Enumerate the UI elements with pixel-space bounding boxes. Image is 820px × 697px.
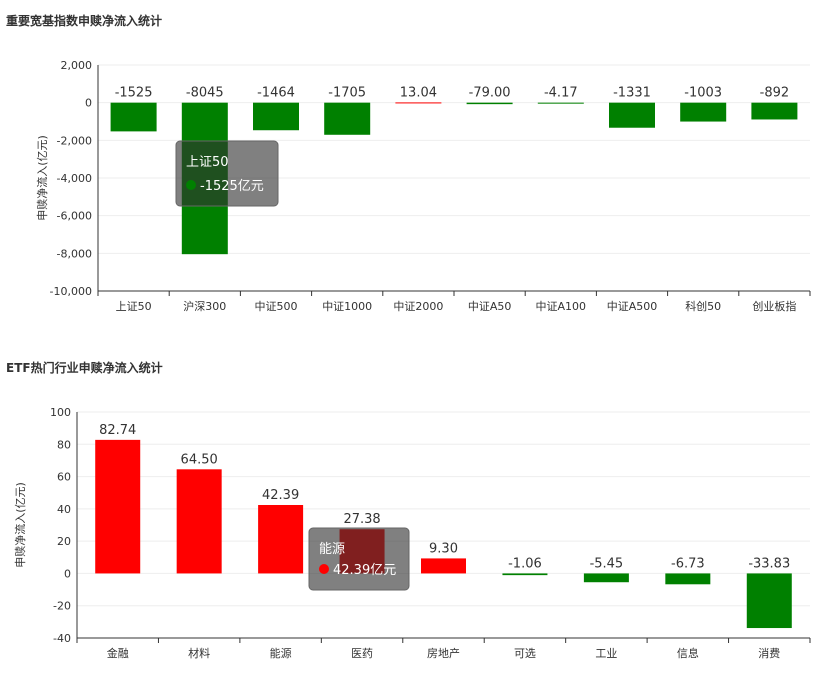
y-tick-label: -2,000 [57, 134, 92, 147]
data-label: -1003 [684, 86, 722, 101]
category-label: 金融 [107, 646, 129, 660]
tooltip-category: 能源 [319, 542, 345, 557]
y-tick-label: 60 [57, 471, 71, 484]
category-label: 中证1000 [322, 300, 372, 313]
y-tick-label: -8,000 [57, 247, 92, 260]
bar [421, 558, 466, 574]
data-label: -79.00 [469, 86, 511, 101]
bar [609, 102, 655, 128]
category-label: 科创50 [685, 299, 721, 313]
category-label: 中证A50 [468, 300, 512, 313]
data-label: -5.45 [590, 556, 624, 571]
tooltip-value: 42.39亿元 [333, 563, 396, 578]
bar [324, 102, 371, 135]
category-label: 材料 [188, 646, 210, 660]
data-label: -4.17 [544, 86, 578, 101]
y-tick-label: 0 [85, 97, 92, 110]
y-tick-label: 0 [64, 567, 71, 580]
category-label: 中证500 [255, 300, 298, 313]
data-label: 82.74 [99, 423, 136, 438]
bar [537, 102, 584, 104]
y-axis-title: 申赎净流入(亿元) [35, 135, 49, 221]
y-tick-label: 100 [50, 406, 71, 419]
bar [395, 102, 442, 104]
data-label: -1525 [115, 86, 153, 101]
category-label: 医药 [351, 647, 373, 660]
data-label: 42.39 [262, 488, 299, 503]
chart-title-broad-index: 重要宽基指数申赎净流入统计 [6, 14, 163, 28]
y-tick-label: -20 [53, 600, 71, 613]
bar [110, 102, 157, 132]
category-label: 工业 [595, 647, 617, 660]
y-tick-label: 20 [57, 535, 71, 548]
bar [95, 439, 141, 574]
y-tick-label: 2,000 [61, 59, 93, 72]
data-label: -1.06 [508, 556, 542, 571]
y-tick-label: -6,000 [57, 210, 92, 223]
chart-title-industry-etf: ETF热门行业申赎净流入统计 [6, 361, 163, 375]
bar [253, 102, 299, 131]
data-label: -33.83 [748, 556, 790, 571]
category-label: 沪深300 [183, 299, 226, 313]
category-label: 中证2000 [393, 300, 443, 313]
category-label: 消费 [758, 646, 780, 660]
category-label: 可选 [514, 647, 536, 660]
category-label: 信息 [677, 646, 699, 660]
data-label: -8045 [186, 86, 224, 101]
data-label: 27.38 [343, 512, 380, 527]
bar [583, 573, 629, 583]
bar [176, 469, 222, 574]
y-tick-label: -40 [53, 632, 71, 645]
y-axis-title: 申赎净流入(亿元) [13, 482, 27, 568]
category-label: 创业板指 [752, 299, 796, 313]
tooltip-marker [186, 180, 196, 190]
y-tick-label: -10,000 [50, 285, 92, 298]
category-label: 上证50 [116, 300, 152, 313]
tooltip-box [175, 140, 279, 207]
bar [502, 573, 548, 576]
category-label: 中证A500 [607, 300, 658, 313]
data-label: -6.73 [671, 556, 705, 571]
category-label: 中证A100 [536, 300, 587, 313]
data-label: -1705 [328, 86, 366, 101]
bar [258, 504, 304, 574]
data-label: 13.04 [400, 85, 437, 100]
tooltip-marker [319, 564, 329, 574]
tooltip-category: 上证50 [186, 155, 229, 170]
data-label: -892 [760, 86, 790, 101]
data-label: -1331 [613, 86, 651, 101]
bar [751, 102, 798, 120]
tooltip-value: -1525亿元 [200, 179, 264, 194]
data-label: 9.30 [429, 541, 458, 556]
data-label: 64.50 [181, 452, 218, 467]
y-tick-label: 40 [57, 503, 71, 516]
bar [746, 573, 792, 629]
category-label: 能源 [270, 646, 292, 660]
bar [665, 573, 711, 585]
y-tick-label: -4,000 [57, 172, 92, 185]
data-label: -1464 [257, 86, 295, 101]
y-tick-label: 80 [57, 438, 71, 451]
bar [680, 102, 727, 122]
category-label: 房地产 [427, 646, 460, 660]
tooltip-box [308, 527, 410, 591]
bar [466, 102, 513, 105]
